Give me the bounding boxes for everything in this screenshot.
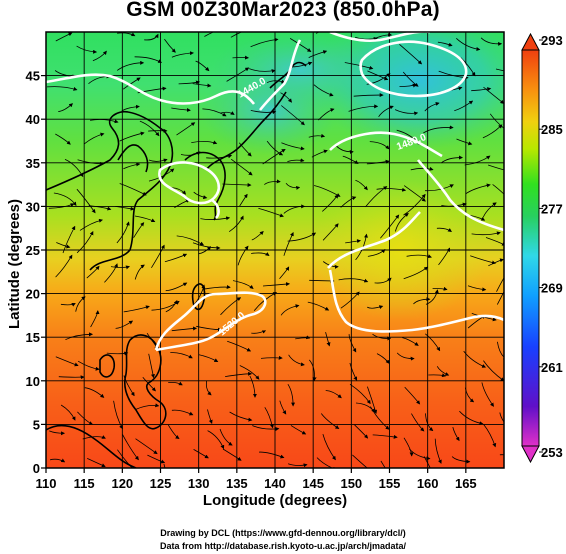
y-tick-label: 25 — [26, 243, 40, 258]
y-tick-label: 15 — [26, 330, 40, 345]
y-tick-label: 30 — [26, 199, 40, 214]
y-tick-label: 10 — [26, 374, 40, 389]
x-axis-ticks: 110 115 120 125 130 135 140 145 150 155 160 165 — [36, 468, 477, 491]
colorbar-gradient — [521, 49, 540, 447]
y-axis-ticks: 0 5 10 15 20 25 30 35 40 45 — [26, 69, 46, 476]
x-tick-label: 125 — [150, 476, 172, 491]
x-tick-label: 135 — [226, 476, 248, 491]
y-tick-label: 5 — [33, 417, 40, 432]
grid-lines — [46, 32, 504, 468]
y-tick-label: 40 — [26, 112, 40, 127]
coastlines — [46, 61, 307, 468]
y-tick-label: 20 — [26, 287, 40, 302]
x-tick-label: 120 — [111, 476, 133, 491]
y-tick-label: 0 — [33, 461, 40, 476]
wind-streamlines — [46, 32, 504, 468]
x-tick-label: 140 — [264, 476, 286, 491]
x-tick-label: 155 — [379, 476, 401, 491]
y-tick-label: 35 — [26, 156, 40, 171]
credit-data: Data from http://database.rish.kyoto-u.a… — [159, 541, 407, 551]
colorbar-max-triangle — [521, 32, 540, 51]
colorbar: 293 285 277 269 261 253 — [521, 32, 563, 464]
x-tick-label: 110 — [36, 476, 57, 491]
colorbar-tick-label: 261 — [541, 360, 563, 375]
x-tick-label: 150 — [340, 476, 362, 491]
x-tick-label: 160 — [417, 476, 439, 491]
x-axis-label: Longitude (degrees) — [202, 492, 348, 509]
colorbar-min-triangle — [521, 445, 540, 464]
colorbar-tick-label: 277 — [541, 201, 563, 216]
credit-drawing: Drawing by DCL (https://www.gfd-dennou.o… — [160, 528, 406, 538]
y-axis-label: Latitude (degrees) — [6, 198, 23, 330]
colorbar-ticks: 293 285 277 269 261 253 — [539, 33, 563, 460]
colorbar-tick-label: 269 — [541, 281, 563, 296]
x-tick-label: 145 — [302, 476, 324, 491]
x-tick-label: 165 — [455, 476, 477, 491]
colorbar-tick-label: 285 — [541, 122, 563, 137]
colorbar-tick-label: 253 — [541, 445, 563, 460]
x-tick-label: 115 — [74, 476, 95, 491]
map-figure: 1440.0 1480.0 1520.0 110 115 120 125 130 135 1… — [26, 31, 563, 491]
y-tick-label: 45 — [26, 69, 40, 84]
x-tick-label: 130 — [188, 476, 210, 491]
page-title: GSM 00Z30Mar2023 (850.0hPa) — [126, 0, 440, 21]
colorbar-tick-label: 293 — [541, 33, 563, 48]
